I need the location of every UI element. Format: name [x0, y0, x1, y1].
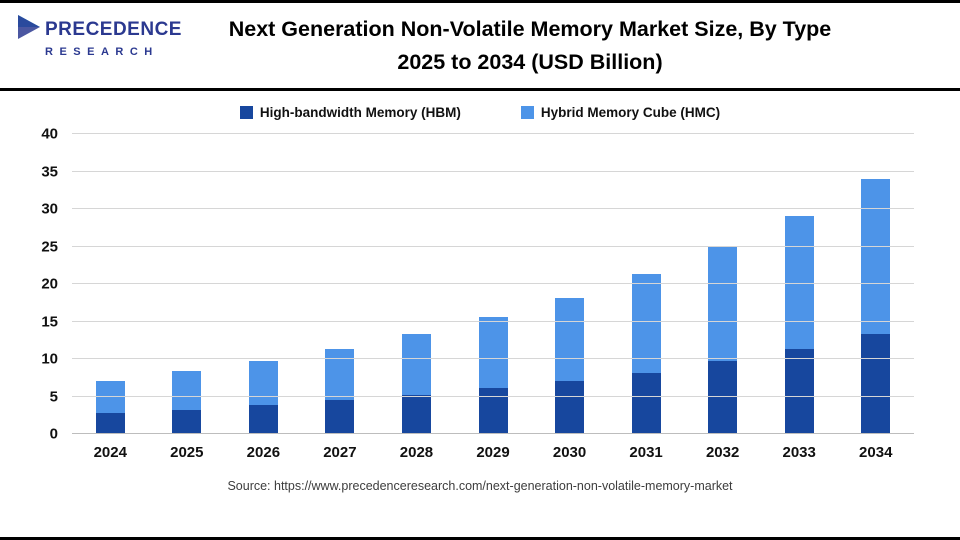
legend-swatch	[239, 106, 253, 119]
bar-group-2027	[302, 134, 379, 434]
bar-segment-series1-2024	[95, 380, 125, 413]
bar-segment-series1-2025	[172, 371, 202, 410]
bar-group-2030	[531, 134, 608, 434]
x-axis-label-2034: 2034	[859, 444, 893, 461]
y-tick-label: 25	[41, 238, 58, 255]
gridline	[72, 133, 914, 134]
legend: High-bandwidth Memory (HBM) Hybrid Memory…	[0, 105, 960, 120]
logo-triangle-icon	[18, 15, 40, 43]
bar-segment-series0-2026	[248, 404, 278, 434]
y-axis: 0 5 10 15 20 25 30 35 40	[0, 126, 72, 443]
bar-segment-series0-2025	[172, 410, 202, 434]
bar-segment-series0-2027	[325, 399, 355, 434]
bar-segment-series0-2033	[784, 349, 814, 434]
stacked-bar-2031	[631, 134, 661, 434]
gridline	[72, 358, 914, 359]
gridline	[72, 283, 914, 284]
x-axis-label-2026: 2026	[246, 444, 281, 461]
x-axis-label-2028: 2028	[399, 444, 434, 461]
bar-group-2033	[761, 134, 838, 434]
gridline	[72, 170, 914, 172]
logo-name: PRECEDENCE	[45, 18, 182, 40]
stacked-bar-2027	[325, 134, 355, 434]
bar-segment-series1-2031	[631, 274, 661, 373]
source-text: Source: https://www.precedenceresearch.c…	[227, 479, 733, 493]
bar-group-2034	[837, 134, 914, 434]
chart: High-bandwidth Memory (HBM) Hybrid Memory…	[0, 91, 960, 461]
stacked-bar-2034	[861, 134, 891, 434]
y-tick-label: 5	[49, 388, 58, 405]
x-axis-label-2031: 2031	[629, 444, 663, 461]
x-axis-label-2029: 2029	[476, 444, 510, 461]
y-tick-label: 15	[41, 313, 58, 330]
bar-group-2028	[378, 134, 455, 434]
bar-segment-series1-2026	[248, 360, 278, 405]
bar-group-2032	[684, 134, 761, 434]
y-tick-label: 35	[41, 163, 58, 180]
plot-wrap: 0 5 10 15 20 25 30 35 40	[0, 126, 960, 443]
y-tick-label: 20	[41, 275, 58, 293]
x-axis-label-2027: 2027	[323, 444, 357, 461]
bar-group-2026	[225, 134, 302, 434]
stacked-bar-2024	[95, 134, 125, 434]
x-axis: 2024 2025 2026 2027 2028 2029 2030 2031 2032 2033…	[72, 444, 914, 461]
bar-segment-series1-2034	[861, 179, 891, 335]
bar-group-2029	[455, 134, 532, 434]
bar-segment-series0-2028	[401, 395, 431, 434]
y-tick-label: 0	[49, 425, 58, 443]
y-tick-label: 30	[41, 200, 58, 218]
legend-item-1: Hybrid Memory Cube (HMC)	[520, 105, 721, 120]
legend-swatch	[520, 106, 534, 119]
gridline	[72, 395, 914, 397]
bar-segment-series1-2032	[708, 246, 738, 362]
chart-title-line2: 2025 to 2034 (USD Billion)	[397, 49, 663, 74]
stacked-bar-2025	[172, 134, 202, 434]
logo-subtitle: RESEARCH	[45, 46, 159, 58]
x-axis-label-2025: 2025	[170, 444, 204, 461]
legend-item-0: High-bandwidth Memory (HBM)	[239, 105, 461, 120]
x-axis-label-2024: 2024	[93, 444, 127, 461]
gridline	[72, 245, 914, 247]
x-axis-label-2032: 2032	[705, 444, 740, 461]
header: PRECEDENCE RESEARCH Next Generation Non-…	[0, 3, 960, 91]
bar-segment-series0-2032	[708, 361, 738, 434]
bar-segment-series0-2034	[861, 334, 891, 434]
y-tick-label: 10	[41, 350, 58, 368]
x-axis-label-2030: 2030	[552, 444, 587, 461]
bar-segment-series1-2029	[478, 317, 508, 389]
bar-group-2024	[72, 134, 149, 434]
stacked-bar-2033	[784, 134, 814, 434]
gridline	[72, 320, 914, 322]
y-tick-label: 40	[41, 125, 58, 143]
bar-group-2031	[608, 134, 685, 434]
chart-title: Next Generation Non-Volatile Memory Mark…	[229, 13, 832, 78]
stacked-bar-2028	[401, 134, 431, 434]
bar-segment-series1-2033	[784, 215, 814, 350]
bar-segment-series0-2024	[95, 413, 125, 434]
legend-label: High-bandwidth Memory (HBM)	[259, 105, 461, 120]
bar-segment-series0-2031	[631, 372, 661, 434]
chart-title-line1: Next Generation Non-Volatile Memory Mark…	[228, 17, 832, 42]
stacked-bar-2032	[708, 134, 738, 434]
stacked-bar-2029	[478, 134, 508, 434]
stacked-bar-2030	[555, 134, 585, 434]
legend-label: Hybrid Memory Cube (HMC)	[540, 105, 721, 120]
bar-group-2025	[149, 134, 226, 434]
plot-area	[72, 133, 914, 434]
bar-segment-series1-2028	[401, 334, 431, 395]
precedence-research-logo: PRECEDENCE RESEARCH	[18, 15, 188, 58]
bar-segment-series1-2027	[325, 348, 355, 400]
gridline	[72, 208, 914, 209]
bars-row	[72, 134, 914, 434]
bar-segment-series1-2030	[555, 297, 585, 381]
gridline	[72, 433, 914, 434]
stacked-bar-2026	[248, 134, 278, 434]
bar-segment-series0-2030	[555, 380, 585, 434]
x-axis-label-2033: 2033	[782, 444, 816, 461]
